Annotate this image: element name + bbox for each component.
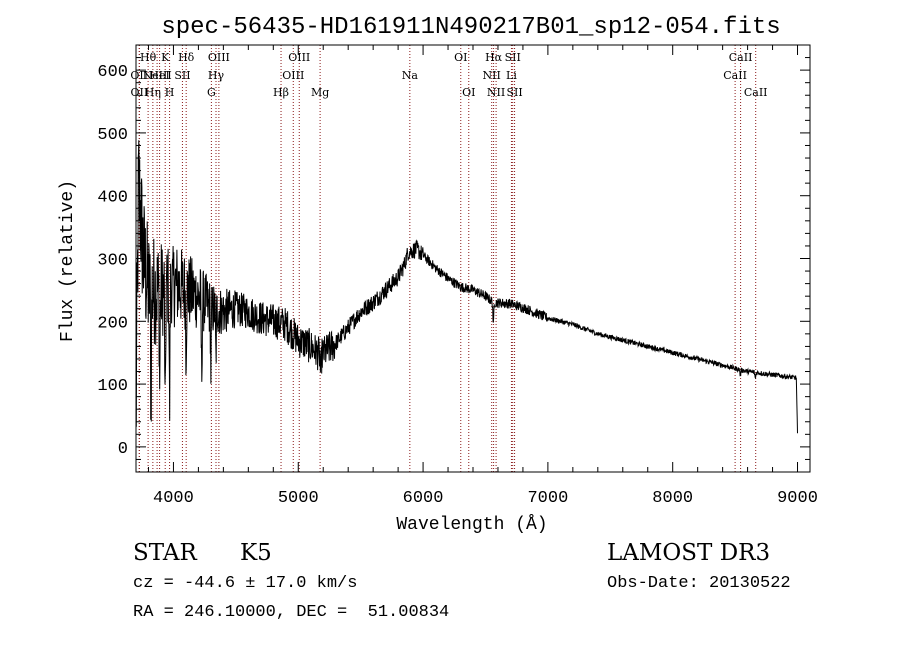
spectral-line-label: NeIII (143, 69, 172, 82)
spectral-line-label: OIII (282, 69, 304, 82)
spectral-line-label: CaII (744, 86, 768, 99)
x-tick-label: 4000 (153, 489, 194, 508)
spectral-line-label: Na (402, 69, 419, 82)
spectral-line-label: OII (131, 86, 149, 99)
spectral-line-label: Hβ (273, 86, 289, 99)
plot-frame (135, 44, 811, 473)
x-tick-label: 5000 (278, 489, 319, 508)
flux-series-line (135, 140, 798, 434)
spectral-line-label: Li (506, 69, 517, 82)
spectral-line-label: OI (454, 51, 467, 64)
spectral-line-label: Hγ (208, 69, 225, 82)
y-tick-label: 200 (97, 314, 128, 333)
spectral-line-label: SII (174, 69, 190, 82)
spectral-line-label: Mg (311, 86, 329, 99)
spectral-line-label: NII (487, 86, 505, 99)
x-tick-label: 8000 (652, 489, 693, 508)
coordinates: RA = 246.10000, DEC = 51.00834 (133, 603, 450, 622)
y-tick-label: 100 (97, 377, 128, 396)
spectral-line-label: Hα (485, 51, 503, 64)
spectral-line-label: NII (483, 69, 501, 82)
redshift-velocity: cz = -44.6 ± 17.0 km/s (133, 574, 358, 593)
y-tick-label: 500 (97, 126, 128, 145)
x-tick-label: 9000 (777, 489, 818, 508)
spectral-line-label: G (207, 86, 216, 99)
chart-title: spec-56435-HD161911N490217B01_sp12-054.f… (161, 14, 780, 41)
spectral-line-label: HeI (149, 69, 169, 82)
y-tick-label: 600 (97, 63, 128, 82)
spectral-line-label: OIII (288, 51, 310, 64)
spectral-line-label: SII (505, 51, 521, 64)
spectral-line-label: CaII (723, 69, 747, 82)
spectral-lines-layer (138, 45, 757, 472)
spectral-line-label: CaII (729, 51, 753, 64)
spectral-line-label: Hη (145, 86, 161, 99)
observation-date: Obs-Date: 20130522 (607, 574, 791, 593)
spectral-line-label: OI (462, 86, 475, 99)
axis-tick-labels-layer: 4000 5000 6000 7000 8000 9000 0 100 200 300 400 500… (97, 63, 818, 508)
object-subclass: K5 (240, 540, 272, 566)
survey-name: LAMOST DR3 (607, 540, 771, 566)
spectral-line-label: OIII (208, 51, 230, 64)
spectral-line-label: OII (130, 69, 148, 82)
y-tick-label: 0 (118, 440, 128, 459)
axis-ticks-layer (136, 45, 810, 472)
x-axis-label: Wavelength (Å) (396, 514, 547, 535)
y-tick-label: 300 (97, 252, 128, 271)
x-tick-label: 6000 (403, 489, 444, 508)
object-class: STAR (133, 540, 197, 566)
spectral-line-label: Hδ (178, 51, 195, 64)
y-axis-label: Flux (relative) (58, 180, 78, 342)
spectral-line-label: K (161, 51, 170, 64)
x-tick-label: 7000 (527, 489, 568, 508)
y-tick-label: 400 (97, 189, 128, 208)
spectral-line-label: SII (506, 86, 522, 99)
spectral-line-label: Hθ (140, 51, 157, 64)
spectral-line-label: H (165, 86, 175, 99)
